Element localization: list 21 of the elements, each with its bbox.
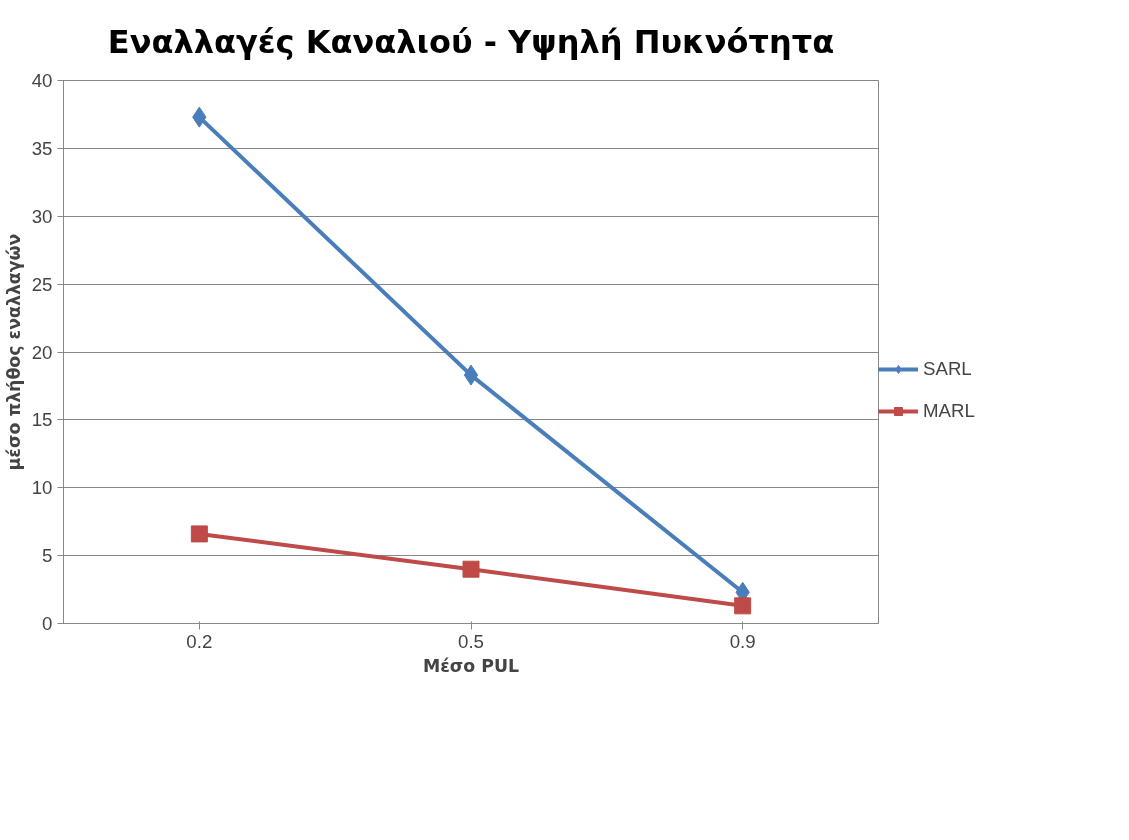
point — [463, 364, 479, 386]
y-tick-label: 25 — [31, 273, 53, 295]
chart-title: Εναλλαγές Καναλιού - Υψηλή Πυκνότητα — [107, 22, 835, 61]
point — [462, 560, 480, 578]
x-axis-title: Μέσο PUL — [422, 655, 520, 676]
point — [190, 525, 208, 543]
y-tick-label: 5 — [42, 545, 53, 567]
legend-label: SARL — [923, 358, 973, 380]
y-tick-label: 40 — [31, 70, 53, 91]
y-tick-label: 35 — [31, 137, 53, 159]
y-tick-label: 0 — [42, 613, 53, 634]
y-tick-label: 30 — [31, 205, 53, 227]
y-axis-title: μέσο πλήθος εναλλαγών — [3, 233, 24, 471]
y-tick-label: 20 — [31, 341, 53, 363]
x-tick-label: 0.2 — [186, 630, 213, 652]
y-tick-label: 10 — [31, 477, 53, 499]
legend-label: MARL — [923, 400, 976, 422]
y-tick-label: 15 — [31, 409, 53, 431]
point — [734, 597, 752, 615]
x-tick-label: 0.9 — [729, 630, 756, 652]
x-tick-label: 0.5 — [458, 630, 484, 652]
